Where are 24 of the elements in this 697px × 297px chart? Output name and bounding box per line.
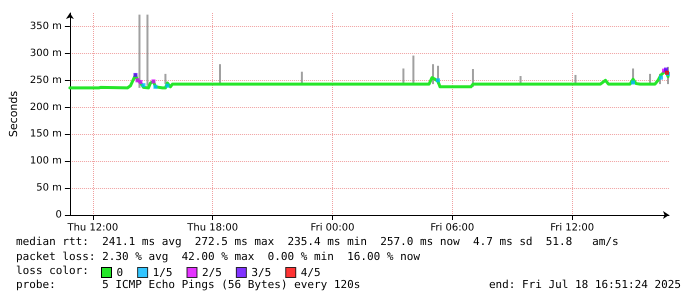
- y-axis-title: Seconds: [7, 90, 20, 138]
- text: end: Fri Jul 18 16:51:24 2025: [488, 278, 681, 291]
- x-tick-label: Thu 12:00: [66, 222, 118, 234]
- y-tick-label: 100 m: [30, 156, 62, 167]
- y-tick-label: 200 m: [30, 102, 62, 113]
- y-tick-label: 350 m: [30, 20, 62, 32]
- legend-label: 4/5: [300, 266, 321, 279]
- y-tick-label: 300 m: [30, 48, 62, 59]
- y-tick-label: 50 m: [36, 182, 62, 194]
- x-tick-label: Fri 00:00: [310, 222, 354, 234]
- legend-title: loss color:: [16, 264, 89, 277]
- text: probe: 5 ICMP Echo Pings (56 Bytes) every 120s: [16, 278, 360, 291]
- legend-label: 1/5: [152, 266, 172, 279]
- text: packet loss: 2.30 % avg 42.00 % max 0.00 % min 16.00 % now: [16, 250, 420, 263]
- text: median rtt: 241.1 ms avg 272.5 ms max 235.4 ms min 257.0 ms now 4.7 ms sd 51.8 am/s: [16, 235, 619, 248]
- y-tick-label: 250 m: [30, 74, 62, 86]
- y-tick-label: 0: [56, 210, 62, 220]
- legend-label: 0: [116, 266, 124, 279]
- legend-label: 3/5: [251, 266, 272, 279]
- x-tick-label: Fri 06:00: [430, 222, 474, 234]
- x-tick-label: Thu 18:00: [186, 222, 238, 234]
- y-tick-label: 150 m: [30, 128, 62, 140]
- legend-label: 2/5: [202, 266, 222, 279]
- x-tick-label: Fri 12:00: [550, 222, 594, 234]
